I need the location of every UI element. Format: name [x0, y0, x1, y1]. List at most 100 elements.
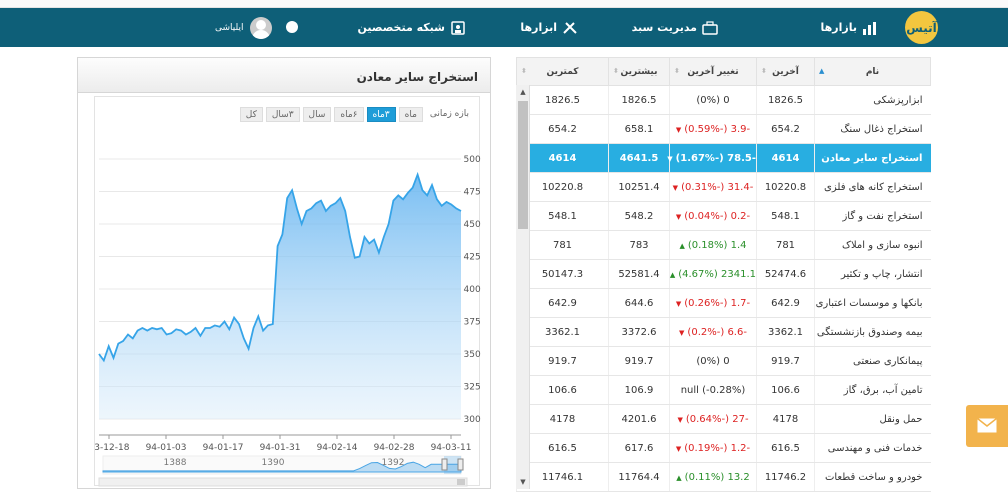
price-area-chart[interactable]: 3000 3250 3500 3750 4000 4250 4500 4750 5000 93-1… — [95, 97, 481, 487]
cell-high: 919.7 — [608, 346, 670, 376]
navigator-selection — [444, 456, 461, 474]
cell-low: 654.2 — [516, 114, 609, 144]
cell-high: 11764.4 — [608, 462, 670, 492]
avatar[interactable] — [249, 16, 272, 39]
cell-change: -1.2 (-0.19%)▼ — [669, 433, 757, 463]
cell-high: 10251.4 — [608, 172, 670, 202]
cell-name: خدمات فنی و مهندسی — [814, 433, 931, 463]
table-header-row: نام ▲ آخرین ⬍ تغییر آخرین ⬍ بیشترین ⬍ کمترین… — [516, 57, 931, 86]
range-1-year-button[interactable]: سال — [302, 106, 332, 122]
cell-low: 10220.8 — [516, 172, 609, 202]
cell-high: 4641.5 — [608, 143, 670, 173]
range-1-month-button[interactable]: ماه — [398, 106, 423, 122]
range-all-button[interactable]: کل — [239, 106, 263, 122]
y-tick-label: 4500 — [464, 220, 481, 230]
table-row[interactable]: انتشار، چاپ و تکثیر 52474.6 2341.1 (4.67%)… — [516, 259, 931, 289]
cell-last: 642.9 — [756, 288, 815, 318]
down-arrow-icon: ▼ — [675, 212, 682, 221]
cell-name: استخراج سایر معادن — [814, 143, 931, 173]
table-scrollbar[interactable]: ▲ ▼ — [516, 85, 530, 489]
cell-name: انتشار، چاپ و تکثیر — [814, 259, 931, 289]
table-row[interactable]: حمل ونقل 4178 -27 (-0.64%)▼ 4201.6 4178 — [516, 404, 931, 434]
cell-name: ابزارپزشکی — [814, 85, 931, 115]
chart-scrollbar-thumb — [457, 479, 465, 485]
table-row[interactable]: انبوه سازی و املاک 781 1.4 (0.18%)▲ 783 781 — [516, 230, 931, 260]
cell-last: 10220.8 — [756, 172, 815, 202]
table-row[interactable]: استخراج کانه های فلزی 10220.8 -31.4 (-0.31… — [516, 172, 931, 202]
nav-experts[interactable]: شبکه متخصصین — [357, 8, 466, 47]
top-navigation-bar: آتیس بازارها مدیریت سبد ابزارها شبکه متخ… — [0, 8, 1008, 47]
x-tick-label: 94-02-28 — [374, 443, 415, 453]
navigator-handle — [457, 458, 464, 471]
header-last[interactable]: آخرین ⬍ — [756, 57, 815, 86]
cell-low: 50147.3 — [516, 259, 609, 289]
cell-name: حمل ونقل — [814, 404, 931, 434]
table-row[interactable]: پیمانکاری صنعتی 919.7 0 (0%) 919.7 919.7 — [516, 346, 931, 376]
cell-low: 106.6 — [516, 375, 609, 405]
cell-change: -27 (-0.64%)▼ — [669, 404, 757, 434]
cell-last: 1826.5 — [756, 85, 815, 115]
cell-change: -3.9 (-0.59%)▼ — [669, 114, 757, 144]
x-tick-label: 94-01-03 — [146, 443, 187, 453]
table-row[interactable]: خودرو و ساخت قطعات 11746.2 13.2 (0.11%)▲ 11… — [516, 462, 931, 492]
down-arrow-icon: ▼ — [677, 415, 683, 424]
cell-last: 548.1 — [756, 201, 815, 231]
table-row[interactable]: استخراج ذغال سنگ 654.2 -3.9 (-0.59%)▼ 658.1… — [516, 114, 931, 144]
cell-change: -31.4 (-0.31%)▼ — [669, 172, 757, 202]
contact-button[interactable] — [966, 405, 1008, 447]
cell-high: 1826.5 — [608, 85, 670, 115]
table-row[interactable]: تامین آب، برق، گاز 106.6 null (-0.28%) 106.… — [516, 375, 931, 405]
range-3-year-button[interactable]: ۳سال — [265, 106, 300, 122]
header-low[interactable]: کمترین ⬍ — [516, 57, 609, 86]
scrollbar-thumb[interactable] — [518, 101, 528, 229]
user-menu[interactable]: ایلیاشی — [215, 15, 272, 40]
down-arrow-icon: ▼ — [675, 125, 682, 134]
cell-last: 781 — [756, 230, 815, 260]
down-arrow-icon: ▼ — [675, 299, 682, 308]
cell-change: 2341.1 (4.67%)▲ — [669, 259, 757, 289]
y-tick-label: 4000 — [464, 285, 481, 295]
header-high[interactable]: بیشترین ⬍ — [608, 57, 670, 86]
header-change[interactable]: تغییر آخرین ⬍ — [669, 57, 757, 86]
cell-high: 52581.4 — [608, 259, 670, 289]
range-3-month-button[interactable]: ۳ماه — [366, 106, 396, 122]
cell-last: 4614 — [756, 143, 815, 173]
envelope-icon — [977, 418, 997, 433]
cell-high: 644.6 — [608, 288, 670, 318]
table-row[interactable]: ابزارپزشکی 1826.5 0 (0%) 1826.5 1826.5 — [516, 85, 931, 115]
table-row[interactable]: استخراج سایر معادن 4614 -78.5 (-1.67%)▼ 464… — [516, 143, 931, 173]
table-row[interactable]: بیمه وصندوق بازنشستگی 3362.1 -6.6 (-0.2%)▼… — [516, 317, 931, 347]
x-tick-label: 94-01-31 — [260, 443, 301, 453]
cell-last: 616.5 — [756, 433, 815, 463]
cell-last: 4178 — [756, 404, 815, 434]
table-row[interactable]: بانکها و موسسات اعتباری 642.9 -1.7 (-0.26%… — [516, 288, 931, 318]
cell-high: 3372.6 — [608, 317, 670, 347]
site-logo[interactable]: آتیس — [905, 11, 938, 44]
panel-title: استخراج سایر معادن — [78, 58, 490, 93]
cell-low: 1826.5 — [516, 85, 609, 115]
scroll-down-arrow-icon[interactable]: ▼ — [520, 478, 526, 486]
cell-last: 3362.1 — [756, 317, 815, 347]
navigator-label: 1388 — [164, 458, 187, 468]
header-name[interactable]: نام ▲ — [814, 57, 931, 86]
range-6-month-button[interactable]: ۶ماه — [334, 106, 364, 122]
nav-tools[interactable]: ابزارها — [520, 8, 578, 47]
cell-low: 3362.1 — [516, 317, 609, 347]
range-label: بازه زمانی — [429, 109, 469, 119]
price-line — [98, 171, 462, 363]
table-row[interactable]: خدمات فنی و مهندسی 616.5 -1.2 (-0.19%)▼ 617… — [516, 433, 931, 463]
cell-low: 642.9 — [516, 288, 609, 318]
table-row[interactable]: استخراج نفت و گاز 548.1 -0.2 (-0.04%)▼ 548.… — [516, 201, 931, 231]
globe-icon[interactable] — [286, 21, 298, 33]
y-tick-label: 3000 — [464, 415, 481, 425]
nav-portfolio[interactable]: مدیریت سبد — [632, 8, 718, 47]
cell-change: 1.4 (0.18%)▲ — [669, 230, 757, 260]
cell-last: 11746.2 — [756, 462, 815, 492]
down-arrow-icon: ▼ — [667, 154, 673, 163]
nav-portfolio-label: مدیریت سبد — [631, 21, 697, 34]
nav-markets-label: بازارها — [820, 21, 857, 34]
y-tick-label: 3750 — [464, 318, 481, 328]
cell-high: 617.6 — [608, 433, 670, 463]
scroll-up-arrow-icon[interactable]: ▲ — [520, 88, 526, 96]
nav-markets[interactable]: بازارها — [821, 8, 878, 47]
